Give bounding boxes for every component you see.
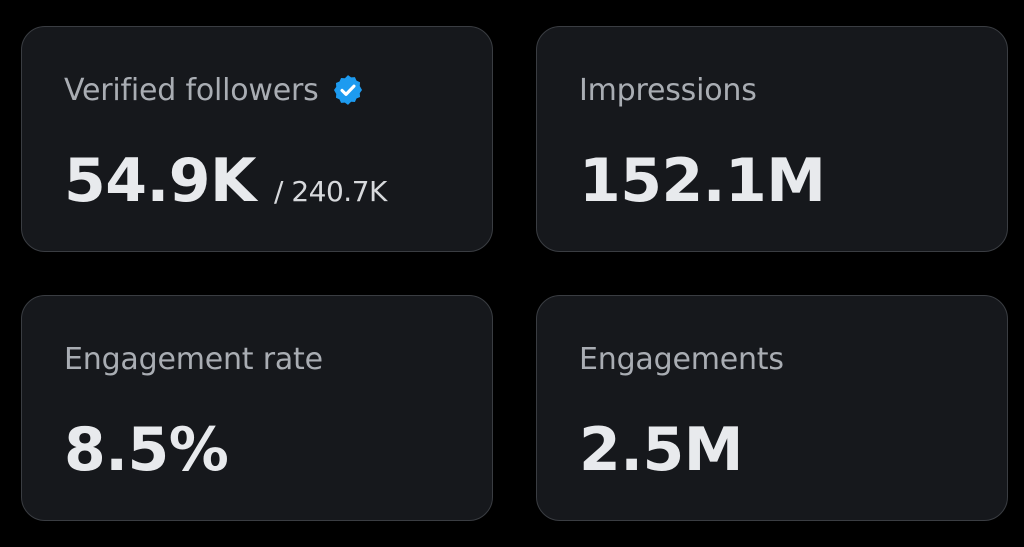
stat-label: Impressions (579, 72, 757, 108)
stat-value-row: 152.1M (579, 141, 826, 221)
stat-value: 54.9K (64, 146, 257, 216)
card-header: Engagements (579, 336, 784, 382)
stat-label: Engagements (579, 341, 784, 377)
engagement-rate-card[interactable]: Engagement rate 8.5% (21, 295, 493, 521)
stat-value-row: 54.9K / 240.7K (64, 141, 387, 221)
stat-value: 8.5% (64, 415, 229, 485)
card-header: Verified followers (64, 67, 365, 113)
stat-value-row: 2.5M (579, 410, 744, 490)
stat-value-row: 8.5% (64, 410, 229, 490)
engagements-card[interactable]: Engagements 2.5M (536, 295, 1008, 521)
verified-followers-card[interactable]: Verified followers 54.9K / 240.7K (21, 26, 493, 252)
stat-label: Verified followers (64, 72, 319, 108)
card-header: Impressions (579, 67, 757, 113)
stat-value: 2.5M (579, 415, 744, 485)
impressions-card[interactable]: Impressions 152.1M (536, 26, 1008, 252)
stat-total-value: / 240.7K (274, 175, 387, 208)
stat-value: 152.1M (579, 146, 826, 216)
verified-badge-icon (331, 73, 365, 107)
stat-label: Engagement rate (64, 341, 323, 377)
card-header: Engagement rate (64, 336, 323, 382)
